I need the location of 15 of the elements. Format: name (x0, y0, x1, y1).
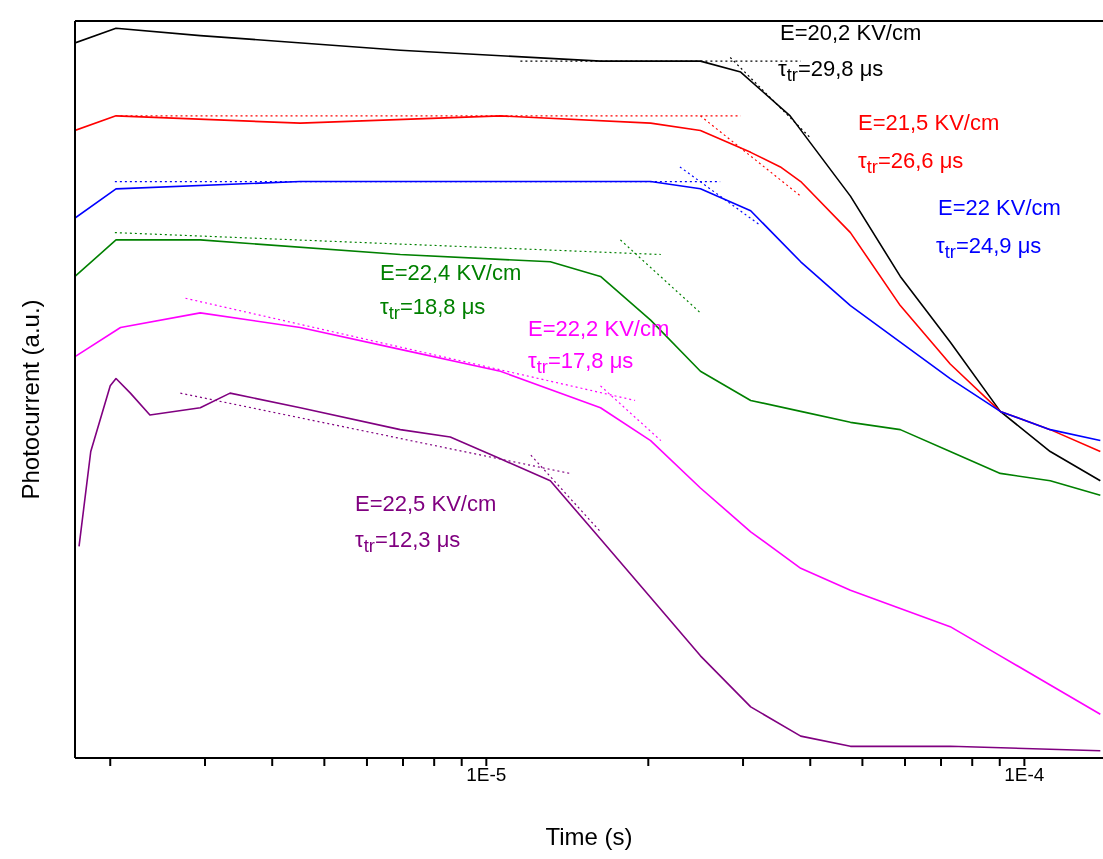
annotation: E=21,5 KV/cm (858, 110, 1000, 135)
x-tick-label: 1E-4 (1004, 764, 1045, 786)
annotation: τ$_{tr}$=26,6 μs (858, 148, 964, 178)
y-axis-title: Photocurrent (a.u.) (16, 299, 44, 500)
annotation: τ$_{tr}$=17,8 μs (528, 348, 634, 378)
annotation: τ$_{tr}$=18,8 μs (380, 294, 486, 324)
annotation: E=22 KV/cm (938, 195, 1061, 220)
annotation: τ$_{tr}$=12,3 μs (355, 527, 461, 557)
annotation: τ$_{tr}$=24,9 μs (936, 233, 1042, 263)
annotation: E=20,2 KV/cm (780, 20, 922, 45)
annotation: E=22,5 KV/cm (355, 491, 497, 516)
x-tick-label: 1E-5 (466, 764, 507, 786)
annotation: τ$_{tr}$=29,8 μs (778, 56, 884, 86)
x-axis-title: Time (s) (545, 823, 633, 850)
annotation: E=22,4 KV/cm (380, 260, 522, 285)
